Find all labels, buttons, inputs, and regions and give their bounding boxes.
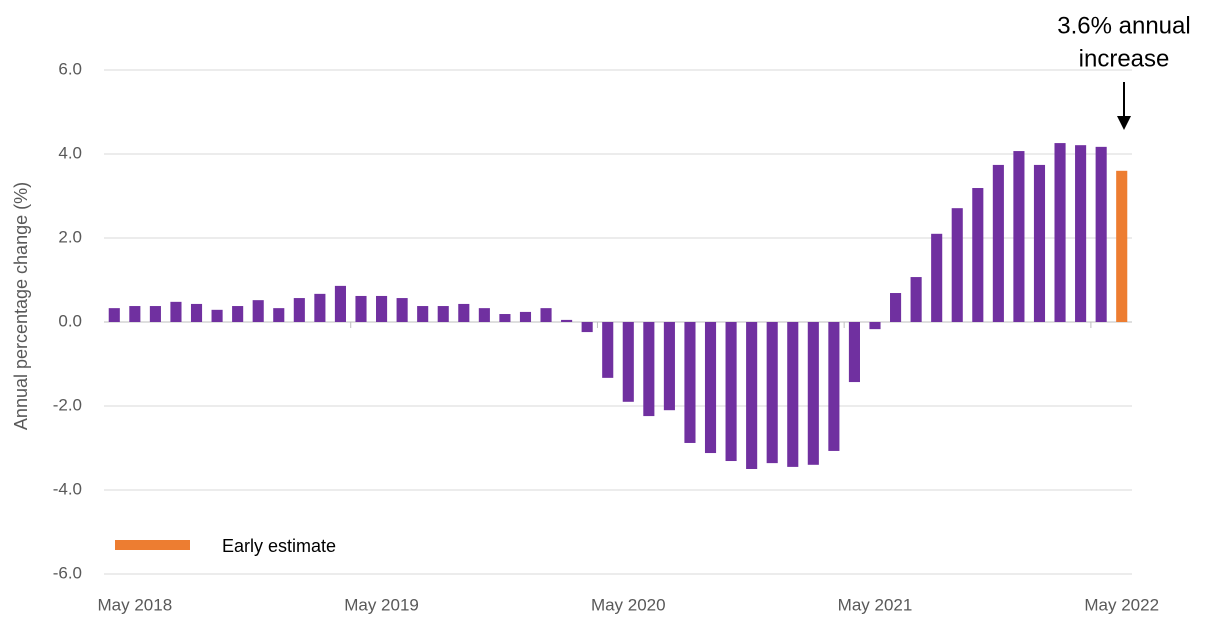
bar <box>746 322 758 469</box>
y-tick-label: -2.0 <box>53 395 82 414</box>
bar <box>848 322 860 383</box>
bar <box>663 322 675 411</box>
bar <box>828 322 840 451</box>
bar <box>396 298 408 322</box>
bar <box>807 322 819 465</box>
bar <box>1095 146 1107 322</box>
bar <box>355 295 367 322</box>
bar <box>787 322 799 467</box>
bar <box>869 322 881 330</box>
bar <box>725 322 737 462</box>
y-axis-label: Annual percentage change (%) <box>11 182 31 430</box>
bar <box>458 303 470 322</box>
bar <box>1033 164 1046 322</box>
bar <box>992 164 1004 322</box>
bar <box>540 308 552 322</box>
bar <box>129 306 141 322</box>
x-tick-label: May 2022 <box>1084 595 1159 614</box>
bar <box>376 295 388 322</box>
bar <box>766 322 778 464</box>
bar <box>190 303 203 322</box>
y-tick-label: 0.0 <box>58 311 82 330</box>
bar <box>314 293 326 322</box>
bar <box>704 322 717 454</box>
y-tick-label: 2.0 <box>58 227 82 246</box>
bar <box>1013 151 1025 322</box>
bar <box>643 322 655 417</box>
bar <box>910 277 922 322</box>
bar <box>170 301 182 322</box>
bar <box>931 233 943 322</box>
bar <box>951 208 963 322</box>
bar <box>1116 170 1128 322</box>
x-tick-label: May 2018 <box>98 595 173 614</box>
bar <box>334 285 346 322</box>
bar <box>519 311 532 322</box>
bar <box>252 300 264 322</box>
bar <box>293 298 305 322</box>
y-tick-label: 6.0 <box>58 59 82 78</box>
x-tick-label: May 2019 <box>344 595 419 614</box>
bar <box>602 322 614 378</box>
bar <box>499 314 511 322</box>
bar <box>232 306 244 322</box>
bar <box>478 308 490 322</box>
y-tick-label: -4.0 <box>53 479 82 498</box>
bar <box>622 322 634 402</box>
bar <box>684 322 696 443</box>
bar <box>108 308 120 322</box>
x-tick-label: May 2020 <box>591 595 666 614</box>
y-tick-label: -6.0 <box>53 563 82 582</box>
annotation: increase <box>1079 45 1170 72</box>
y-tick-label: 4.0 <box>58 143 82 162</box>
bar <box>437 306 449 322</box>
legend-label: Early estimate <box>222 536 336 556</box>
bar <box>149 306 161 322</box>
legend-swatch <box>115 540 190 550</box>
bar <box>581 322 593 333</box>
bar <box>561 319 573 322</box>
bar <box>211 309 223 322</box>
bar <box>890 293 902 322</box>
annotation: 3.6% annual <box>1057 12 1190 39</box>
bar <box>1075 145 1087 322</box>
bar <box>1054 143 1066 322</box>
bar <box>417 306 429 322</box>
bar <box>972 188 984 322</box>
x-tick-label: May 2021 <box>838 595 913 614</box>
bar <box>273 308 285 322</box>
arrow-head <box>1117 116 1131 130</box>
